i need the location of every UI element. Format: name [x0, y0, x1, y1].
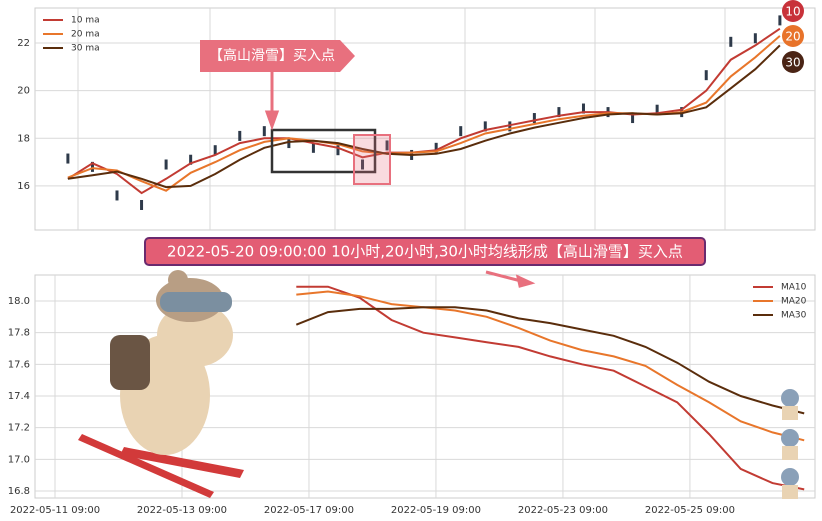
legend-label: 30 ma	[71, 44, 100, 54]
legend-label: MA20	[781, 297, 807, 307]
annotation-box	[200, 40, 355, 72]
candle	[434, 142, 438, 153]
x-tick-label: 2022-05-23 09:00	[518, 505, 608, 516]
candle	[655, 104, 659, 115]
x-tick-label: 2022-05-19 09:00	[391, 505, 481, 516]
highlight-box	[353, 134, 391, 185]
x-tick-label: 2022-05-13 09:00	[137, 505, 227, 516]
candle	[778, 15, 782, 26]
banner	[144, 237, 706, 266]
legend-label: 20 ma	[71, 30, 100, 40]
candle	[90, 161, 94, 172]
arrow	[264, 72, 280, 131]
candle	[532, 113, 536, 124]
y-tick-label: 16.8	[8, 486, 30, 497]
banner-text: 2022-05-20 09:00:00 10小时,20小时,30小时均线形成【高…	[167, 243, 683, 261]
badge-label: 30	[785, 56, 800, 70]
candle	[729, 36, 733, 47]
skier-illustration	[78, 270, 244, 498]
candle	[164, 159, 168, 170]
candle	[140, 199, 144, 210]
arrow	[485, 270, 536, 288]
y-tick-label: 18.0	[8, 296, 30, 307]
candle	[581, 103, 585, 114]
data-layer: 16 18 20 22 10 ma 20 ma 30 ma 16.8 17.0 17.2 17.4 1…	[8, 15, 815, 516]
series-line	[295, 306, 805, 415]
candle	[189, 154, 193, 165]
series-line	[67, 44, 781, 189]
candle	[66, 153, 70, 164]
badge	[782, 25, 804, 47]
x-tick-label: 2022-05-17 09:00	[264, 505, 354, 516]
candle	[459, 126, 463, 137]
legend-label: MA30	[781, 311, 807, 321]
candle	[287, 138, 291, 149]
plot-area-top	[34, 7, 816, 231]
annotation: 【高山滑雪】买入点	[209, 47, 335, 64]
candle	[631, 113, 635, 124]
candle	[557, 107, 561, 118]
mini-skiers	[781, 389, 799, 499]
candle	[704, 70, 708, 81]
candle	[508, 121, 512, 132]
y-tick-label: 17.2	[8, 423, 30, 434]
y-tick-label: 17.4	[8, 391, 30, 402]
legend-label: MA10	[781, 283, 807, 293]
candle	[311, 142, 315, 153]
candle	[238, 130, 242, 141]
candle	[336, 145, 340, 156]
candle	[262, 126, 266, 137]
legend-label: 10 ma	[71, 16, 100, 26]
y-tick-label: 17.8	[8, 328, 30, 339]
badge	[782, 0, 804, 22]
series-line	[296, 290, 805, 442]
candle	[753, 33, 757, 44]
x-tick-label: 2022-05-25 09:00	[645, 505, 735, 516]
candle	[213, 145, 217, 156]
candle	[483, 121, 487, 132]
y-tick-label: 17.0	[8, 454, 30, 465]
y-tick-label: 16	[17, 181, 30, 192]
y-tick-label: 22	[17, 38, 30, 49]
y-tick-label: 20	[17, 86, 30, 97]
badge	[782, 51, 804, 73]
series-line	[296, 285, 805, 491]
y-tick-label: 18	[17, 133, 30, 144]
candle	[385, 140, 389, 151]
x-tick-label: 2022-05-11 09:00	[10, 505, 100, 516]
badge-label: 10	[785, 5, 800, 19]
badge-label: 20	[785, 30, 800, 44]
y-tick-label: 17.6	[8, 359, 30, 370]
candle	[115, 190, 119, 201]
candle	[361, 159, 365, 170]
highlight-box	[270, 128, 377, 174]
